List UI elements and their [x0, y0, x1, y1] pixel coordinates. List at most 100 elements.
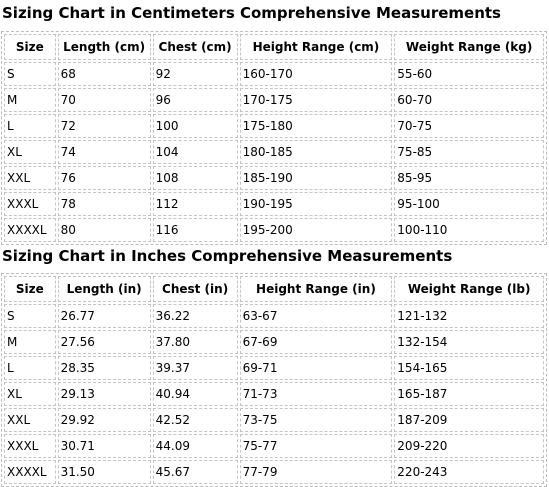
cell-chest: 42.52: [152, 408, 238, 432]
cell-chest: 92: [152, 62, 238, 86]
cell-height-range: 185-190: [239, 166, 393, 190]
cell-chest: 116: [152, 218, 238, 242]
cell-chest: 104: [152, 140, 238, 164]
table-row: XXL 76 108 185-190 85-95: [4, 166, 544, 190]
cell-weight-range: 209-220: [394, 434, 544, 458]
cell-length: 76: [57, 166, 151, 190]
cell-chest: 96: [152, 88, 238, 112]
table-header-row: Size Length (cm) Chest (cm) Height Range…: [4, 34, 544, 60]
header-size: Size: [4, 276, 56, 302]
cell-height-range: 190-195: [239, 192, 393, 216]
table-body: S 68 92 160-170 55-60 M 70 96 170-175 60-70 L 72 100…: [4, 62, 544, 242]
cell-weight-range: 132-154: [394, 330, 544, 354]
cell-chest: 36.22: [152, 304, 238, 328]
cell-height-range: 170-175: [239, 88, 393, 112]
header-height-range: Height Range (cm): [239, 34, 393, 60]
cell-length: 28.35: [57, 356, 151, 380]
cell-size: M: [4, 330, 56, 354]
header-size: Size: [4, 34, 56, 60]
table-body: S 26.77 36.22 63-67 121-132 M 27.56 37.80 67-69 1…: [4, 304, 544, 484]
cell-height-range: 63-67: [239, 304, 393, 328]
cell-chest: 37.80: [152, 330, 238, 354]
cell-chest: 39.37: [152, 356, 238, 380]
cell-weight-range: 70-75: [394, 114, 544, 138]
cell-height-range: 175-180: [239, 114, 393, 138]
cell-height-range: 195-200: [239, 218, 393, 242]
table-row: XXXXL 31.50 45.67 77-79 220-243: [4, 460, 544, 484]
cell-length: 68: [57, 62, 151, 86]
table-row: S 26.77 36.22 63-67 121-132: [4, 304, 544, 328]
cell-length: 27.56: [57, 330, 151, 354]
cell-height-range: 71-73: [239, 382, 393, 406]
cell-height-range: 73-75: [239, 408, 393, 432]
cell-weight-range: 55-60: [394, 62, 544, 86]
cell-weight-range: 85-95: [394, 166, 544, 190]
cell-height-range: 160-170: [239, 62, 393, 86]
cell-length: 72: [57, 114, 151, 138]
cell-size: XXXXL: [4, 218, 56, 242]
inches-chart-title: Sizing Chart in Inches Comprehensive Mea…: [2, 247, 453, 265]
cell-size: XL: [4, 382, 56, 406]
cell-chest: 45.67: [152, 460, 238, 484]
cm-chart-title: Sizing Chart in Centimeters Comprehensiv…: [2, 4, 501, 22]
cell-size: M: [4, 88, 56, 112]
header-chest: Chest (in): [152, 276, 238, 302]
table-row: XXXL 78 112 190-195 95-100: [4, 192, 544, 216]
cell-length: 29.92: [57, 408, 151, 432]
table-row: XL 29.13 40.94 71-73 165-187: [4, 382, 544, 406]
header-chest: Chest (cm): [152, 34, 238, 60]
cell-weight-range: 187-209: [394, 408, 544, 432]
cell-size: XXXL: [4, 434, 56, 458]
table-row: XXL 29.92 42.52 73-75 187-209: [4, 408, 544, 432]
cell-chest: 112: [152, 192, 238, 216]
table-row: S 68 92 160-170 55-60: [4, 62, 544, 86]
cell-size: L: [4, 114, 56, 138]
cell-height-range: 67-69: [239, 330, 393, 354]
cell-height-range: 69-71: [239, 356, 393, 380]
cell-size: XXL: [4, 408, 56, 432]
table-row: XXXL 30.71 44.09 75-77 209-220: [4, 434, 544, 458]
table-header-row: Size Length (in) Chest (in) Height Range…: [4, 276, 544, 302]
cell-length: 29.13: [57, 382, 151, 406]
header-height-range: Height Range (in): [239, 276, 393, 302]
cell-length: 26.77: [57, 304, 151, 328]
header-weight-range: Weight Range (kg): [394, 34, 544, 60]
table-row: M 70 96 170-175 60-70: [4, 88, 544, 112]
cell-size: S: [4, 304, 56, 328]
cm-size-table: Size Length (cm) Chest (cm) Height Range…: [1, 31, 547, 245]
cell-chest: 44.09: [152, 434, 238, 458]
cell-weight-range: 100-110: [394, 218, 544, 242]
cell-height-range: 75-77: [239, 434, 393, 458]
cell-weight-range: 121-132: [394, 304, 544, 328]
cell-weight-range: 154-165: [394, 356, 544, 380]
cell-chest: 40.94: [152, 382, 238, 406]
cell-size: XXL: [4, 166, 56, 190]
cell-chest: 108: [152, 166, 238, 190]
cell-length: 78: [57, 192, 151, 216]
table-row: L 72 100 175-180 70-75: [4, 114, 544, 138]
cell-size: L: [4, 356, 56, 380]
cell-weight-range: 165-187: [394, 382, 544, 406]
cell-size: XL: [4, 140, 56, 164]
table-row: XL 74 104 180-185 75-85: [4, 140, 544, 164]
table-row: L 28.35 39.37 69-71 154-165: [4, 356, 544, 380]
cell-weight-range: 220-243: [394, 460, 544, 484]
cell-size: XXXXL: [4, 460, 56, 484]
cell-weight-range: 60-70: [394, 88, 544, 112]
cell-length: 30.71: [57, 434, 151, 458]
cell-chest: 100: [152, 114, 238, 138]
table-row: XXXXL 80 116 195-200 100-110: [4, 218, 544, 242]
cell-weight-range: 75-85: [394, 140, 544, 164]
cell-weight-range: 95-100: [394, 192, 544, 216]
cell-height-range: 180-185: [239, 140, 393, 164]
cell-length: 80: [57, 218, 151, 242]
header-length: Length (in): [57, 276, 151, 302]
cell-length: 74: [57, 140, 151, 164]
inches-size-table: Size Length (in) Chest (in) Height Range…: [1, 273, 547, 487]
table-row: M 27.56 37.80 67-69 132-154: [4, 330, 544, 354]
header-weight-range: Weight Range (lb): [394, 276, 544, 302]
cell-size: S: [4, 62, 56, 86]
header-length: Length (cm): [57, 34, 151, 60]
cell-length: 31.50: [57, 460, 151, 484]
cell-length: 70: [57, 88, 151, 112]
